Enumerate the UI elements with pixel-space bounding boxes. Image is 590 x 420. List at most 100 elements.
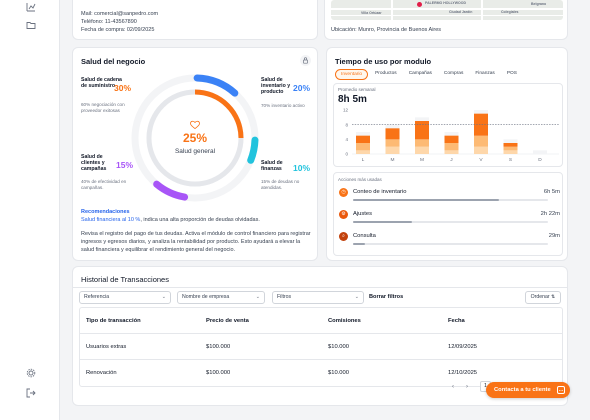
weekly-chart-panel: Promedio semanal 8h 5m 12 8 4 0 L M M J V S D bbox=[333, 83, 563, 167]
more-filters[interactable]: Filtros ⌄ bbox=[272, 291, 364, 304]
x-tick-label: J bbox=[450, 157, 453, 163]
bar-segment bbox=[415, 121, 429, 140]
action-progress-fill bbox=[353, 199, 500, 201]
tab-pos[interactable]: POS bbox=[506, 71, 517, 76]
action-progress-fill bbox=[353, 243, 365, 245]
sort-button[interactable]: Ordenar ⇅ bbox=[525, 291, 561, 304]
inner-arc-general bbox=[194, 89, 244, 139]
adjustments-icon: ⚙ bbox=[339, 210, 348, 219]
next-page-button[interactable]: › bbox=[466, 384, 468, 390]
inventory-count-icon: ◷ bbox=[339, 188, 348, 197]
action-row[interactable]: ◷ Conteo de inventario 6h 5m bbox=[338, 187, 560, 207]
action-row[interactable]: ⌕ Consulta 29m bbox=[338, 231, 560, 251]
x-tick-label: L bbox=[362, 157, 365, 163]
module-tabs: Inventario Productos Campañas Compras Fi… bbox=[335, 69, 522, 80]
map-label: PALERMO HOLLYWOOD bbox=[425, 1, 467, 5]
recommendation-paragraph: Revisa el registro del pago de tus deuda… bbox=[81, 231, 311, 253]
metric-clients-name: Salud de clientes y campañas bbox=[81, 154, 107, 173]
metric-inventory-pct: 20% bbox=[293, 83, 311, 93]
reference-filter[interactable]: Referencia ⌄ bbox=[79, 291, 171, 304]
bar-segment bbox=[474, 146, 488, 154]
contact-client-button[interactable]: Contacta a tu cliente … bbox=[486, 382, 570, 398]
tab-campanas[interactable]: Campañas bbox=[408, 71, 432, 76]
metric-finance-pct: 10% bbox=[293, 163, 311, 173]
column-header[interactable]: Fecha bbox=[448, 318, 465, 324]
map-label: Colegiales bbox=[501, 10, 519, 14]
general-health-label: Salud general bbox=[175, 148, 216, 155]
bar-segment bbox=[503, 143, 518, 147]
transactions-table: Tipo de transacción Precio de venta Comi… bbox=[79, 307, 563, 387]
x-tick-label: S bbox=[509, 157, 512, 163]
bar-segment bbox=[385, 139, 400, 147]
finance-health-link[interactable]: Salud financiera al 10 % bbox=[81, 217, 141, 223]
heart-icon bbox=[190, 120, 200, 129]
metric-clients-desc: 40% de efectividad en campañas. bbox=[81, 179, 127, 190]
divider bbox=[73, 287, 567, 288]
bar-segment bbox=[444, 135, 459, 143]
location-card: PALERMO HOLLYWOOD Belgrano Ciudad Jardín… bbox=[324, 0, 568, 40]
map-label: Belgrano bbox=[531, 2, 547, 6]
tab-finanzas[interactable]: Finanzas bbox=[475, 71, 495, 76]
top-actions-panel: Acciones más usadas ◷ Conteo de inventar… bbox=[333, 172, 563, 256]
x-tick-label: V bbox=[479, 157, 483, 163]
action-name: Ajustes bbox=[353, 211, 373, 217]
bar-segment bbox=[415, 146, 429, 154]
action-row[interactable]: ⚙ Ajustes 2h 22m bbox=[338, 209, 560, 229]
metric-supply-pct: 30% bbox=[114, 83, 132, 93]
metric-inventory-name: Salud de inventario y producto bbox=[261, 77, 291, 96]
lock-icon[interactable] bbox=[300, 55, 311, 66]
chart-icon[interactable] bbox=[26, 2, 36, 12]
chevron-down-icon: ⌄ bbox=[161, 294, 166, 300]
general-health-pct: 25% bbox=[183, 131, 207, 145]
company-filter-label: Nombre de empresa bbox=[182, 294, 230, 300]
folder-icon[interactable] bbox=[26, 20, 36, 30]
prev-page-button[interactable]: ‹ bbox=[452, 384, 454, 390]
chat-icon: … bbox=[557, 386, 565, 394]
usage-time-card: Tiempo de uso por modulo Inventario Prod… bbox=[326, 47, 568, 261]
tab-productos[interactable]: Productos bbox=[375, 71, 397, 76]
bar-segment bbox=[503, 150, 518, 154]
recommendations-title: Recomendaciones bbox=[81, 209, 130, 215]
clear-filters-button[interactable]: Borrar filtros bbox=[369, 294, 404, 300]
logout-icon[interactable] bbox=[26, 388, 36, 398]
column-header[interactable]: Tipo de transacción bbox=[86, 318, 141, 324]
metric-supply-name: Salud de cadena de suministro bbox=[81, 77, 122, 90]
table-row[interactable]: Usuarios extras $100.000 $10.000 12/09/2… bbox=[80, 334, 562, 360]
y-tick-label: 4 bbox=[345, 137, 348, 142]
donut-arc-inventory bbox=[193, 74, 239, 97]
bar-segment bbox=[356, 150, 370, 154]
action-progress-track bbox=[353, 199, 548, 201]
action-name: Consulta bbox=[353, 233, 376, 239]
map-road bbox=[481, 0, 483, 20]
action-time: 6h 5m bbox=[543, 189, 560, 195]
tab-compras[interactable]: Compras bbox=[443, 71, 464, 76]
bar-segment bbox=[385, 128, 400, 140]
contact-client-label: Contacta a tu cliente bbox=[494, 387, 551, 393]
contact-card: Mail: comercial@sanpedro.com Teléfono: 1… bbox=[72, 0, 318, 40]
y-tick-label: 12 bbox=[343, 108, 349, 113]
metric-clients-pct: 15% bbox=[116, 160, 134, 170]
location-map[interactable]: PALERMO HOLLYWOOD Belgrano Ciudad Jardín… bbox=[331, 0, 563, 20]
top-actions-title: Acciones más usadas bbox=[338, 177, 382, 182]
card-title: Tiempo de uso por modulo bbox=[335, 57, 432, 66]
metric-finance-desc: 15% de deudas no atendidas. bbox=[261, 179, 300, 190]
column-header[interactable]: Precio de venta bbox=[206, 318, 249, 324]
company-filter[interactable]: Nombre de empresa ⌄ bbox=[177, 291, 265, 304]
column-header[interactable]: Comisiones bbox=[328, 318, 361, 324]
table-row[interactable]: Renovación $100.000 $10.000 12/10/2025 bbox=[80, 360, 562, 386]
sidebar bbox=[0, 0, 60, 420]
x-tick-label: D bbox=[538, 157, 542, 163]
bar-background bbox=[533, 150, 547, 154]
bar-segment bbox=[385, 146, 400, 154]
chevron-down-icon: ⌄ bbox=[255, 294, 260, 300]
donut-arc-finance bbox=[247, 136, 259, 164]
cell-commission: $10.000 bbox=[328, 344, 349, 350]
action-progress-fill bbox=[353, 221, 412, 223]
map-label: Villa Ortúzar bbox=[361, 11, 382, 15]
bar-segment bbox=[444, 150, 459, 154]
card-title: Historial de Transacciones bbox=[81, 275, 169, 284]
settings-icon[interactable] bbox=[26, 368, 36, 378]
cell-date: 12/10/2025 bbox=[448, 370, 478, 376]
tab-inventario[interactable]: Inventario bbox=[335, 69, 369, 80]
map-label: Ciudad Jardín bbox=[449, 10, 473, 14]
